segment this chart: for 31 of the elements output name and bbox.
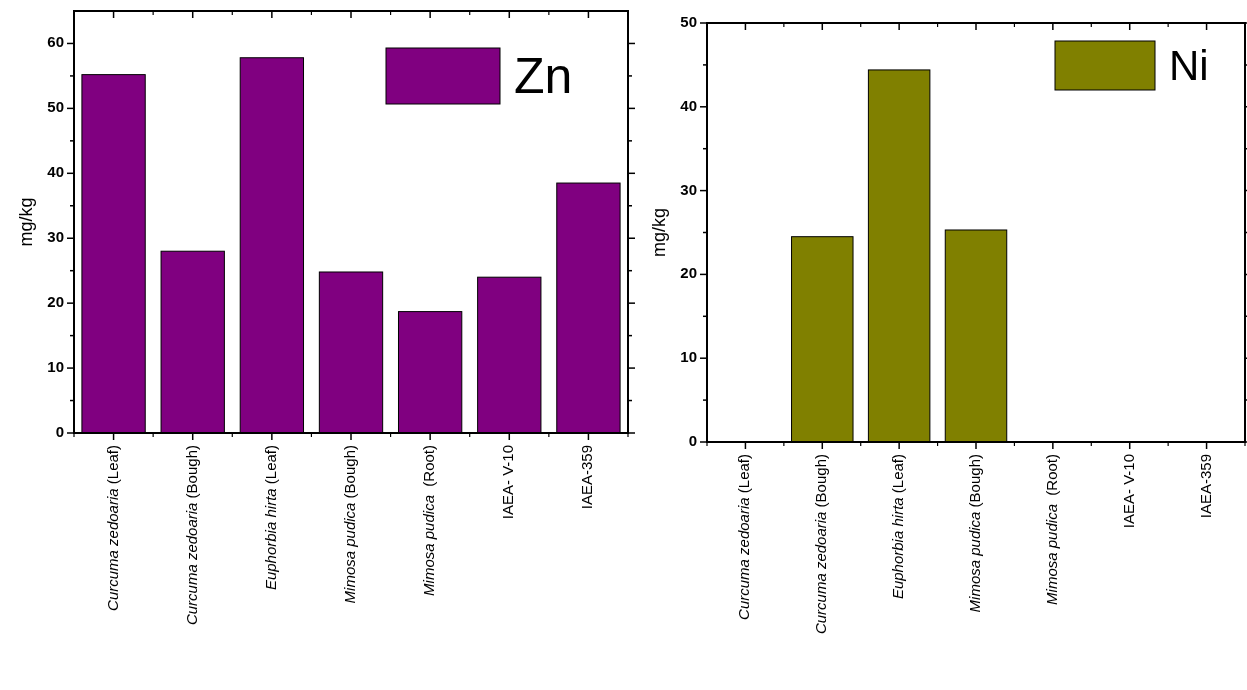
y-tick-label: 50 — [47, 98, 64, 116]
y-axis-title: mg/kg — [16, 197, 36, 247]
y-tick-label: 40 — [680, 96, 697, 114]
x-tick-label: Mimosa pudica (Root) — [1042, 454, 1060, 605]
x-tick-label: IAEA-359 — [578, 445, 596, 510]
y-tick-label: 20 — [680, 264, 697, 282]
y-tick-label: 50 — [680, 12, 697, 30]
y-tick-label: 60 — [47, 33, 64, 51]
x-tick-label: Euphorbia hirta (Leaf) — [889, 454, 907, 600]
y-tick-label: 10 — [47, 358, 64, 376]
x-tick-label: Curcuma zedoaria (Bough) — [812, 454, 830, 635]
x-tick-label: Euphorbia hirta (Leaf) — [261, 445, 279, 591]
y-tick-label: 30 — [47, 228, 64, 246]
y-tick-label: 40 — [47, 163, 64, 181]
y-axis-title: mg/kg — [649, 207, 669, 258]
x-tick-label: Mimosa pudica (Bough) — [340, 445, 358, 604]
x-tick-label: Curcuma zedoaria (Leaf) — [103, 445, 121, 611]
x-tick-label: IAEA-359 — [1196, 454, 1214, 519]
x-tick-label: Curcuma zedoaria (Bough) — [182, 445, 200, 626]
x-tick-label: IAEA- V-10 — [499, 445, 517, 520]
x-tick-label: Mimosa pudica (Root) — [420, 445, 438, 596]
x-tick-label: IAEA- V-10 — [1119, 454, 1137, 529]
y-tick-label: 10 — [680, 348, 697, 366]
y-tick-label: 0 — [688, 431, 697, 449]
legend-label: Zn — [514, 48, 573, 104]
y-tick-label: 0 — [55, 422, 64, 440]
legend-label: Ni — [1169, 42, 1209, 89]
y-tick-label: 30 — [680, 180, 697, 198]
x-tick-label: Curcuma zedoaria (Leaf) — [735, 454, 753, 620]
y-tick-label: 20 — [47, 293, 64, 311]
x-tick-label: Mimosa pudica (Bough) — [965, 454, 983, 613]
